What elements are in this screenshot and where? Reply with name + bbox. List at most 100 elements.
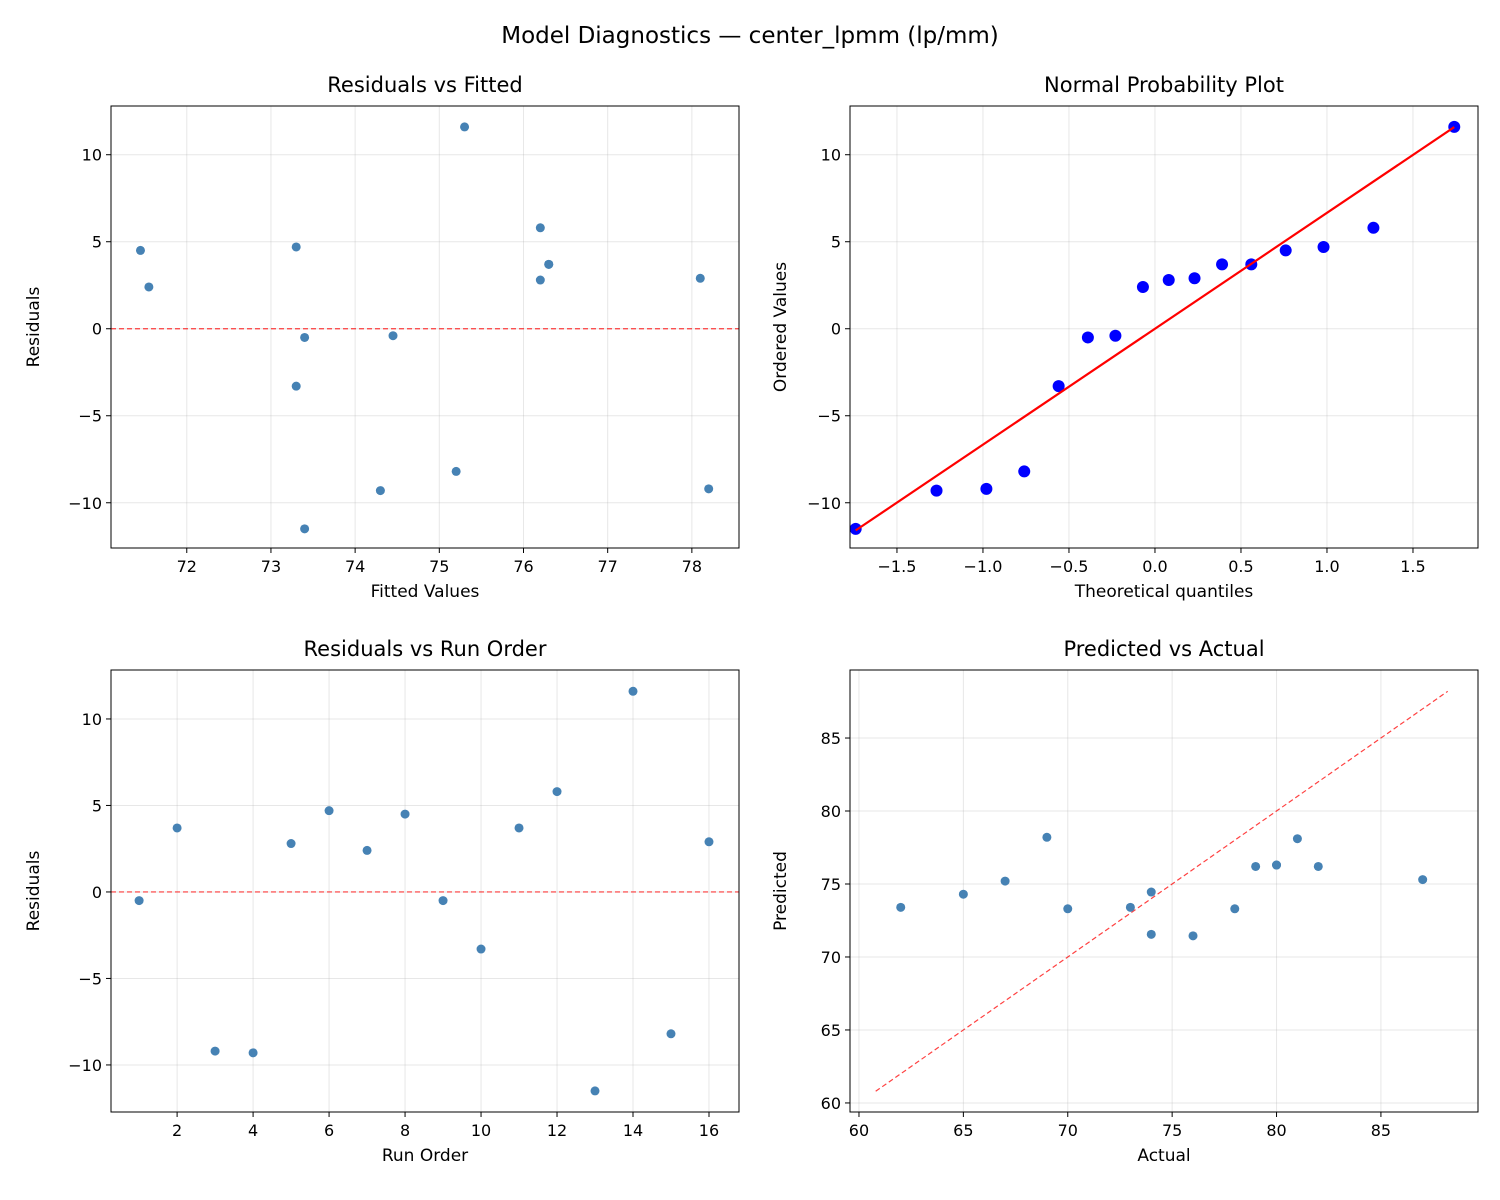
x-tick-label: 10 <box>471 1121 491 1140</box>
x-tick-label: 70 <box>1058 1121 1078 1140</box>
data-point <box>1000 876 1010 886</box>
x-axis-label: Theoretical quantiles <box>1074 582 1254 602</box>
data-point <box>849 522 862 535</box>
subplot-title: Residuals vs Fitted <box>327 73 522 97</box>
x-tick-label: 1.5 <box>1400 557 1425 576</box>
y-tick-label: 65 <box>821 1021 841 1040</box>
data-point <box>1292 834 1302 844</box>
data-point <box>535 275 545 285</box>
x-tick-label: 2 <box>172 1121 182 1140</box>
y-tick-label: 10 <box>821 146 841 165</box>
x-tick-label: 4 <box>248 1121 258 1140</box>
data-point <box>1188 272 1201 285</box>
y-tick-label: 75 <box>821 875 841 894</box>
data-point <box>628 686 638 696</box>
data-point <box>135 245 145 255</box>
data-point <box>1367 221 1380 234</box>
data-point <box>286 839 296 849</box>
subplot-2: −1.5 −1.0 −0.5 0.0 0.5 1.0 1.5 −10 −5 0 5 10 Normal … <box>771 73 1479 602</box>
x-tick-label: 75 <box>1162 1121 1182 1140</box>
x-axis-label: Actual <box>1137 1146 1190 1166</box>
axes-frame <box>849 669 1479 1113</box>
x-tick-label: 75 <box>429 557 449 576</box>
subplot-1: 72 73 74 75 76 77 78 −10 −5 0 5 10 Residuals vs Fitt… <box>24 73 740 602</box>
data-point <box>544 259 554 269</box>
data-point <box>1125 902 1135 912</box>
y-tick-label: −5 <box>78 407 102 426</box>
x-axis-label: Run Order <box>382 1146 468 1166</box>
x-tick-label: 12 <box>547 1121 567 1140</box>
x-tick-label: −1.0 <box>964 557 1003 576</box>
data-point <box>1188 931 1198 941</box>
y-axis-label: Residuals <box>24 851 44 932</box>
x-tick-label: 60 <box>849 1121 869 1140</box>
data-point <box>980 482 993 495</box>
x-tick-label: 74 <box>345 557 365 576</box>
data-point <box>552 787 562 797</box>
data-point <box>666 1029 676 1039</box>
x-tick-label: 76 <box>513 557 533 576</box>
data-point <box>1042 832 1052 842</box>
data-point <box>1279 244 1292 257</box>
y-tick-label: 0 <box>831 320 841 339</box>
x-tick-label: 8 <box>400 1121 410 1140</box>
x-tick-label: 16 <box>699 1121 719 1140</box>
y-tick-label: −10 <box>68 1056 102 1075</box>
data-point <box>1272 860 1282 870</box>
data-point <box>514 823 524 833</box>
identity-reference-line <box>875 690 1449 1092</box>
x-tick-label: −1.5 <box>878 557 917 576</box>
x-tick-label: −0.5 <box>1050 557 1089 576</box>
x-tick-label: 77 <box>597 557 617 576</box>
y-tick-label: 5 <box>831 233 841 252</box>
subplot-title: Normal Probability Plot <box>1044 73 1284 97</box>
data-point <box>704 484 714 494</box>
y-tick-label: 70 <box>821 948 841 967</box>
subplot-4: 60 65 70 75 80 85 60 65 70 75 80 85 Predicted vs Act… <box>771 637 1479 1166</box>
x-tick-label: 72 <box>177 557 197 576</box>
data-point <box>590 1086 600 1096</box>
data-point <box>451 466 461 476</box>
data-point <box>400 809 410 819</box>
data-point <box>1063 904 1073 914</box>
y-tick-label: 85 <box>821 729 841 748</box>
y-tick-label: 80 <box>821 802 841 821</box>
data-point <box>1317 240 1330 253</box>
data-point <box>1136 280 1149 293</box>
subplot-3: 2 4 6 8 10 12 14 16 −10 −5 0 5 10 Residuals vs Run Or… <box>24 637 740 1166</box>
axes-frame <box>110 105 740 549</box>
y-tick-label: −5 <box>817 407 841 426</box>
data-point <box>535 223 545 233</box>
data-point <box>1146 887 1156 897</box>
data-point <box>896 902 906 912</box>
data-point <box>210 1046 220 1056</box>
x-tick-label: 1.0 <box>1314 557 1339 576</box>
x-tick-label: 80 <box>1266 1121 1286 1140</box>
axes-frame <box>849 105 1479 549</box>
subplot-title: Residuals vs Run Order <box>304 637 547 661</box>
data-point <box>476 944 486 954</box>
y-tick-label: −10 <box>68 494 102 513</box>
data-point <box>172 823 182 833</box>
x-tick-label: 85 <box>1371 1121 1391 1140</box>
data-point <box>291 242 301 252</box>
data-point <box>291 381 301 391</box>
data-point <box>460 122 470 132</box>
y-tick-label: 10 <box>82 146 102 165</box>
data-point <box>134 896 144 906</box>
y-axis-label: Ordered Values <box>771 262 791 392</box>
x-tick-label: 73 <box>261 557 281 576</box>
y-tick-label: 10 <box>82 710 102 729</box>
axes-frame <box>110 669 740 1113</box>
data-point <box>930 484 943 497</box>
figure-title: Model Diagnostics — center_lpmm (lp/mm) <box>501 23 999 49</box>
y-tick-label: 60 <box>821 1094 841 1113</box>
data-point <box>695 273 705 283</box>
data-point <box>1230 904 1240 914</box>
x-tick-label: 65 <box>953 1121 973 1140</box>
data-point <box>704 837 714 847</box>
data-point <box>1216 258 1229 271</box>
data-point <box>1313 861 1323 871</box>
data-point <box>324 806 334 816</box>
data-point <box>1018 465 1031 478</box>
